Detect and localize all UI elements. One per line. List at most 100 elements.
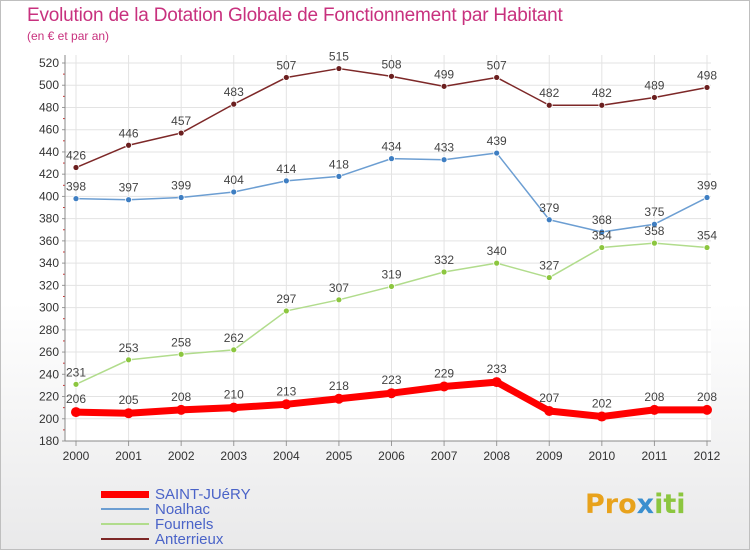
data-label-saint-ju-ry: 208 — [697, 390, 717, 404]
data-point-fournels — [282, 307, 290, 315]
y-tick-label: 460 — [39, 123, 59, 137]
data-point-saint-ju-ry — [544, 405, 555, 416]
data-label-noalhac: 434 — [381, 140, 401, 154]
legend-swatch — [101, 508, 149, 510]
x-tick-label: 2000 — [63, 449, 90, 463]
data-point-saint-ju-ry — [123, 408, 134, 419]
data-label-saint-ju-ry: 229 — [434, 367, 454, 381]
x-tick-label: 2009 — [536, 449, 563, 463]
data-label-anterrieux: 482 — [539, 86, 559, 100]
data-point-noalhac — [282, 177, 290, 185]
x-tick-label: 2003 — [220, 449, 247, 463]
data-label-saint-ju-ry: 208 — [171, 390, 191, 404]
data-label-fournels: 332 — [434, 253, 454, 267]
data-point-saint-ju-ry — [228, 402, 239, 413]
data-label-anterrieux: 482 — [592, 86, 612, 100]
data-label-saint-ju-ry: 218 — [329, 379, 349, 393]
y-tick-label: 300 — [39, 301, 59, 315]
data-point-anterrieux — [282, 74, 290, 81]
data-point-noalhac — [598, 228, 606, 236]
data-point-saint-ju-ry — [281, 399, 292, 410]
axes-layer: 180 200 220 240 260 280 300 320 340 360 380 400 420 4… — [39, 55, 721, 463]
data-point-saint-ju-ry — [439, 381, 450, 392]
data-point-anterrieux — [335, 65, 343, 72]
legend-label: Anterrieux — [155, 531, 224, 548]
y-tick-label: 220 — [39, 390, 59, 404]
x-tick-label: 2008 — [483, 449, 510, 463]
data-point-noalhac — [388, 155, 395, 163]
data-point-anterrieux — [388, 72, 395, 80]
y-tick-label: 340 — [39, 256, 59, 270]
y-tick-label: 480 — [39, 100, 59, 114]
data-point-saint-ju-ry — [649, 404, 660, 415]
data-point-fournels — [703, 244, 711, 251]
legend-label: SAINT-JUéRY — [155, 486, 251, 503]
y-tick-label: 280 — [39, 323, 59, 337]
data-label-anterrieux: 489 — [644, 78, 664, 92]
data-point-anterrieux — [493, 74, 501, 81]
data-label-anterrieux: 508 — [381, 57, 401, 71]
data-point-anterrieux — [230, 100, 238, 108]
data-label-noalhac: 375 — [644, 205, 664, 219]
data-point-fournels — [598, 244, 606, 251]
data-label-saint-ju-ry: 207 — [539, 391, 559, 405]
y-tick-label: 520 — [39, 56, 59, 70]
data-label-anterrieux: 426 — [66, 149, 86, 163]
data-label-anterrieux: 498 — [697, 68, 717, 82]
data-label-saint-ju-ry: 213 — [276, 384, 296, 398]
x-tick-label: 2011 — [642, 449, 668, 463]
y-tick-label: 320 — [39, 278, 59, 292]
legend-label: Noalhac — [155, 501, 211, 518]
data-label-fournels: 253 — [119, 341, 139, 355]
data-label-fournels: 340 — [487, 244, 507, 258]
legend-swatch — [101, 538, 149, 540]
y-tick-label: 180 — [39, 434, 59, 448]
data-label-noalhac: 397 — [119, 181, 139, 195]
data-point-saint-ju-ry — [596, 411, 607, 422]
data-point-noalhac — [177, 194, 185, 201]
y-tick-label: 200 — [39, 412, 59, 426]
legend-label: Fournels — [155, 516, 214, 533]
data-label-fournels: 307 — [329, 281, 349, 295]
data-labels-layer: 206 205 208 210 213 218 223 229 233 207 202 208 208 3… — [66, 50, 717, 411]
data-label-saint-ju-ry: 202 — [592, 397, 612, 411]
data-label-anterrieux: 499 — [434, 67, 454, 81]
y-tick-label: 240 — [39, 367, 59, 381]
data-point-saint-ju-ry — [702, 404, 712, 415]
data-point-anterrieux — [545, 101, 553, 109]
x-tick-label: 2001 — [115, 449, 142, 463]
y-tick-label: 440 — [39, 145, 59, 159]
data-point-noalhac — [125, 196, 132, 204]
data-point-fournels — [440, 268, 448, 276]
y-tick-label: 400 — [39, 189, 59, 203]
series-layer — [71, 65, 712, 422]
data-point-anterrieux — [125, 141, 132, 149]
data-point-noalhac — [72, 195, 80, 203]
data-point-saint-ju-ry — [491, 377, 502, 388]
data-label-anterrieux: 483 — [224, 85, 244, 99]
legend-swatch — [101, 523, 149, 525]
data-label-anterrieux: 507 — [487, 58, 507, 72]
y-tick-label: 500 — [39, 78, 59, 92]
data-label-fournels: 354 — [697, 229, 717, 243]
data-label-noalhac: 404 — [224, 173, 244, 187]
data-point-anterrieux — [440, 82, 448, 90]
data-label-fournels: 354 — [592, 229, 612, 243]
x-tick-label: 2005 — [326, 449, 353, 463]
data-label-saint-ju-ry: 210 — [224, 388, 244, 402]
data-point-noalhac — [651, 220, 658, 228]
y-tick-label: 360 — [39, 234, 59, 248]
data-label-saint-ju-ry: 206 — [66, 392, 86, 406]
data-label-saint-ju-ry: 208 — [644, 390, 664, 404]
data-label-fournels: 231 — [66, 365, 86, 379]
legend-swatch — [101, 491, 149, 498]
data-point-saint-ju-ry — [176, 404, 187, 415]
proxiti-logo: Proxiti — [585, 489, 686, 520]
logo-part-pro: Pro — [585, 489, 637, 520]
data-label-noalhac: 433 — [434, 141, 454, 155]
data-label-anterrieux: 446 — [119, 126, 139, 140]
data-point-fournels — [545, 274, 553, 281]
data-label-fournels: 297 — [276, 292, 296, 306]
